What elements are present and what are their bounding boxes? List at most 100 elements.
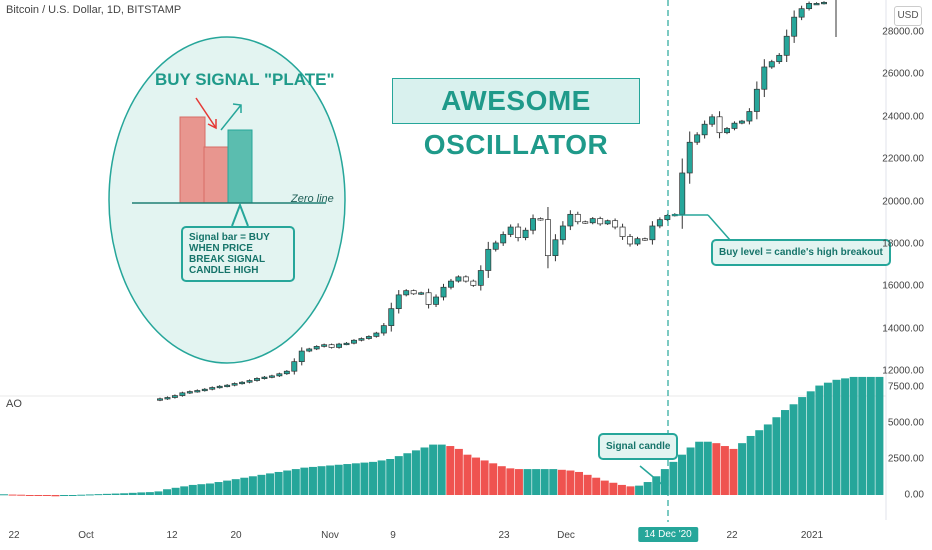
candle-body	[186, 391, 193, 394]
price-axis-tick: 16000.00	[882, 280, 924, 292]
ao-bar	[266, 473, 275, 495]
ao-bar	[51, 495, 60, 497]
candle-body	[321, 344, 328, 347]
ao-bar	[394, 456, 403, 495]
candle-body	[753, 88, 760, 112]
ao-bar	[248, 476, 257, 495]
candle-body	[171, 395, 178, 398]
time-axis-tick: Dec	[557, 530, 575, 541]
time-axis-tick: 12	[166, 530, 178, 541]
ao-bar	[480, 460, 489, 495]
candle-body	[231, 383, 238, 386]
ao-bar	[729, 448, 738, 495]
price-axis-tick: 28000.00	[882, 26, 924, 38]
price-axis-tick: 22000.00	[882, 153, 924, 165]
time-axis-tick: 2021	[800, 530, 824, 541]
ao-axis-tick: 0.00	[904, 489, 924, 501]
candle-body	[313, 346, 320, 350]
candle-body	[612, 220, 619, 228]
candle-body	[522, 229, 529, 238]
ao-bar	[283, 470, 292, 495]
ao-bar	[0, 494, 8, 496]
ao-bar	[712, 443, 721, 495]
candle-body	[582, 221, 589, 224]
ao-bar	[420, 447, 429, 495]
candle-body	[291, 361, 298, 372]
candle-body	[574, 213, 581, 223]
ao-bar	[720, 446, 729, 495]
time-axis-tick: 23	[498, 530, 510, 541]
plate-bar-red-2	[203, 146, 229, 204]
ao-bar	[274, 471, 283, 495]
candle-body	[283, 370, 290, 375]
ao-bar	[678, 454, 687, 495]
ao-bar	[489, 463, 498, 495]
ao-bar	[540, 469, 549, 495]
candle-body	[694, 134, 701, 143]
candle-body	[373, 332, 380, 337]
signal-candle-callout: Signal candle	[598, 433, 679, 460]
ao-bar	[506, 468, 515, 495]
ao-bar	[875, 376, 884, 495]
ao-bar	[197, 484, 206, 495]
ao-bar	[351, 463, 360, 495]
signal-bar-callout-pointer	[231, 202, 249, 227]
candle-body	[477, 270, 484, 286]
candle-body	[649, 225, 656, 241]
ao-bar	[798, 397, 807, 495]
candle-body	[813, 3, 820, 6]
symbol-header: Bitcoin / U.S. Dollar, 1D, BITSTAMP	[6, 4, 182, 16]
ao-bar	[841, 378, 850, 495]
candle-body	[328, 344, 335, 348]
candle-body	[686, 141, 693, 174]
ao-axis-tick: 2500.00	[887, 453, 924, 465]
ao-bar	[463, 454, 472, 495]
plate-title: BUY SIGNAL "PLATE"	[155, 70, 335, 89]
candle-body	[462, 276, 469, 282]
ao-bar	[437, 444, 446, 495]
candle-body	[597, 218, 604, 225]
candle-body	[246, 380, 253, 383]
plate-bar-green	[227, 129, 253, 204]
ao-bar	[411, 450, 420, 495]
time-axis-tick: 22	[8, 530, 20, 541]
ao-bar	[369, 461, 378, 495]
candle-body	[388, 308, 395, 326]
indicator-label: AO	[6, 398, 22, 410]
ao-axis-tick: 5000.00	[887, 417, 924, 429]
candle-body	[418, 292, 425, 295]
plate-bar-red-1	[179, 116, 206, 204]
candle-body	[164, 397, 171, 400]
candle-body	[821, 1, 827, 5]
candle-body	[806, 3, 813, 10]
ao-bar	[566, 470, 575, 495]
candle-body	[731, 122, 738, 129]
price-axis-tick: 26000.00	[882, 68, 924, 80]
candle-body	[365, 336, 372, 339]
candle-body	[798, 8, 805, 18]
candle-body	[552, 239, 559, 257]
ao-bar	[137, 492, 146, 495]
signal-bar-callout: Signal bar = BUY WHEN PRICE BREAK SIGNAL…	[181, 226, 295, 282]
currency-button[interactable]: USD	[894, 6, 922, 26]
candle-body	[627, 236, 633, 245]
candle-body	[194, 390, 201, 393]
ao-bar	[815, 385, 824, 495]
ao-bar	[180, 486, 189, 495]
candle-body	[298, 350, 305, 363]
candle-body	[664, 215, 671, 220]
ao-bar	[34, 495, 43, 496]
candle-body	[336, 343, 343, 348]
ao-bar	[429, 444, 438, 495]
ao-bar	[257, 474, 266, 495]
candle-body	[380, 325, 387, 334]
ao-bar	[686, 447, 695, 495]
price-axis-tick: 14000.00	[882, 323, 924, 335]
ao-bar	[575, 471, 584, 495]
candle-body	[604, 220, 611, 225]
ao-bar	[600, 480, 609, 495]
candle-body	[433, 296, 439, 305]
candle-body	[746, 111, 753, 122]
ao-bar	[377, 460, 386, 495]
candle-body	[395, 294, 402, 310]
